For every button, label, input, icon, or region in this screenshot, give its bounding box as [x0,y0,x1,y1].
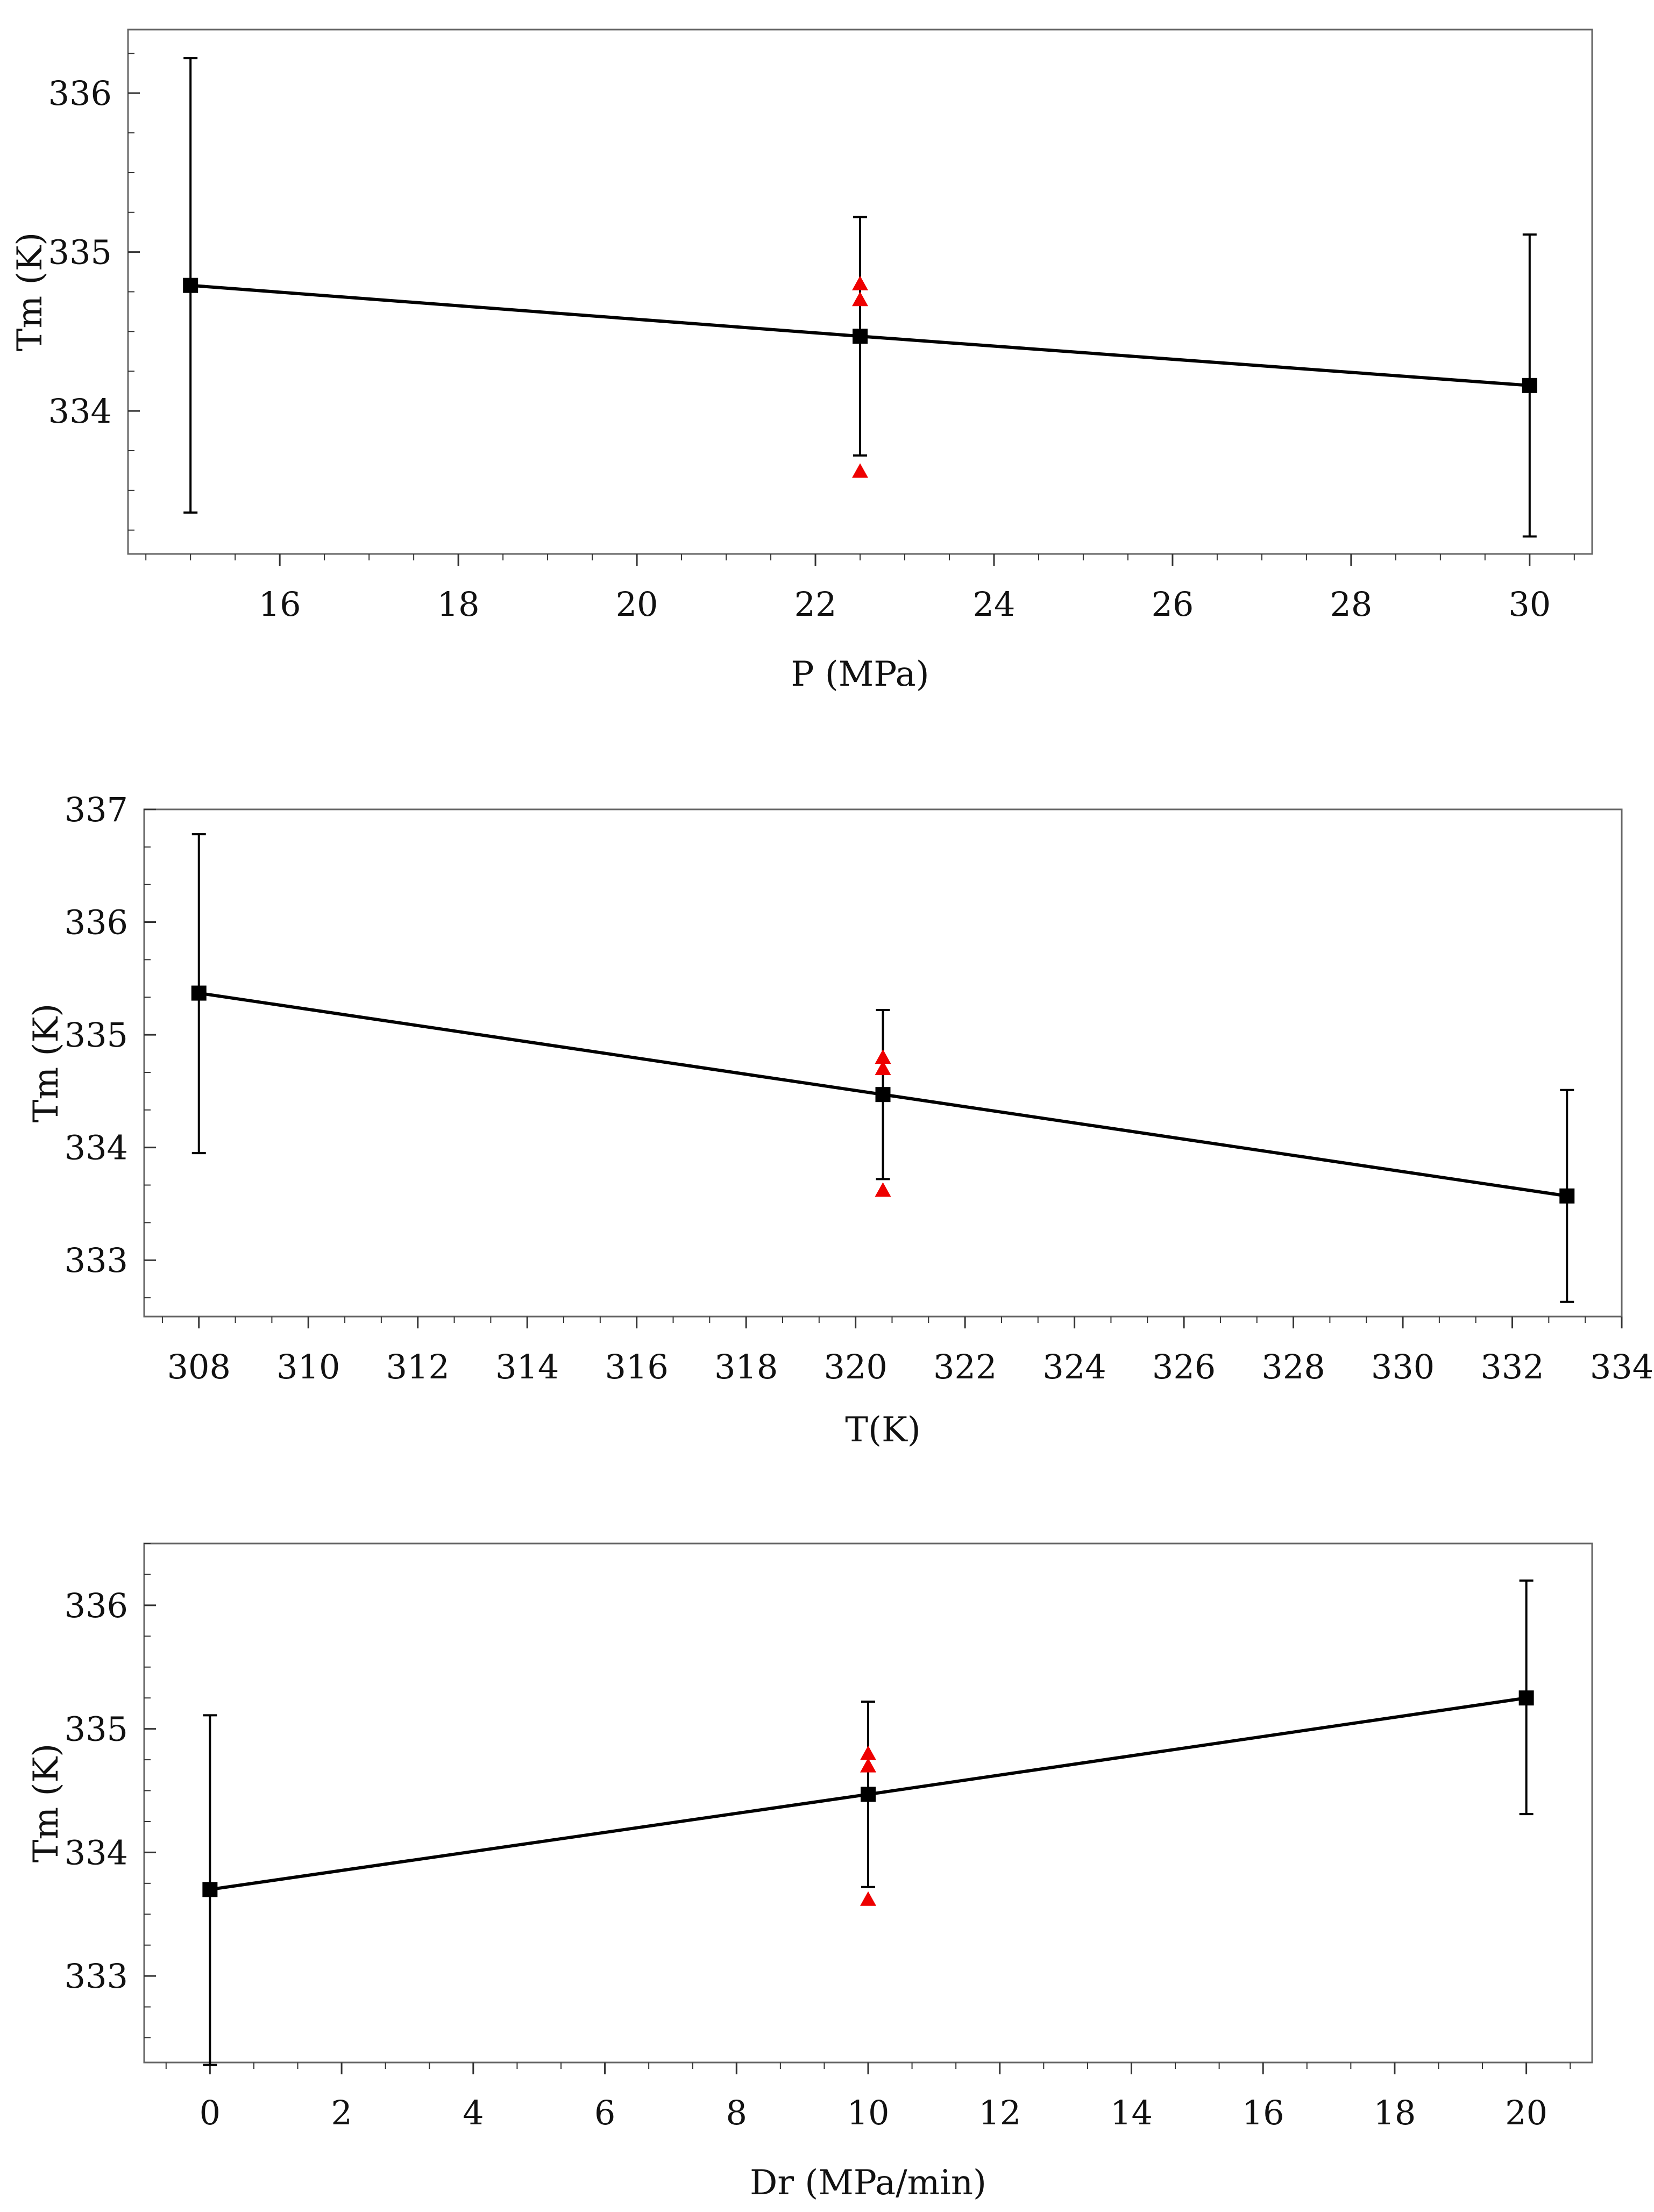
y-axis-title: Tm (K) [26,1744,66,1862]
x-tick-label: 316 [605,1347,668,1386]
y-tick-label: 333 [65,1957,128,1996]
x-tick-label: 10 [847,2093,890,2132]
x-tick-label: 310 [276,1347,340,1386]
y-tick-label: 335 [65,1710,128,1749]
data-point [853,329,868,344]
x-tick-label: 20 [1505,2093,1547,2132]
replicate-point [875,1049,891,1064]
y-tick-label: 336 [65,903,128,942]
replicate-point [852,463,868,478]
x-tick-label: 312 [386,1347,450,1386]
replicate-point [875,1182,891,1197]
x-tick-label: 4 [463,2093,484,2132]
data-point [183,278,198,293]
x-tick-label: 326 [1152,1347,1216,1386]
x-tick-label: 14 [1110,2093,1153,2132]
panel-temperature: 308 310 312 314 316 318 320 322 324 326 328 330 332 3… [26,790,1653,1450]
x-tick-label: 328 [1261,1347,1325,1386]
x-axis-title: T(K) [845,1410,920,1450]
y-tick-label: 336 [48,74,112,113]
x-tick-label: 330 [1371,1347,1435,1386]
data-point [202,1882,218,1897]
y-axis-title: Tm (K) [10,232,50,351]
x-tick-label: 324 [1042,1347,1106,1386]
y-tick-label: 336 [65,1586,128,1625]
x-tick-label: 22 [794,585,837,624]
x-tick-label: 2 [331,2093,352,2132]
x-tick-label: 28 [1330,585,1372,624]
y-tick-label: 335 [65,1015,128,1055]
x-axis-title: P (MPa) [791,655,929,694]
data-point [191,985,207,1001]
y-axis-title: Tm (K) [26,1004,66,1122]
x-tick-label: 30 [1508,585,1551,624]
panel-depressurization-rate: 0 2 4 6 8 10 12 14 16 18 20 333 334 335 336 Dr (MPa/min… [26,1542,1593,2203]
data-point [861,1787,876,1802]
x-tick-label: 18 [437,585,480,624]
x-tick-label: 334 [1590,1347,1653,1386]
data-point [1518,1690,1534,1706]
x-tick-label: 6 [594,2093,615,2132]
panel-pressure: 16 18 20 22 24 26 28 30 334 335 336 P (MPa) Tm (K) [10,29,1593,694]
x-tick-label: 320 [824,1347,887,1386]
plot-frame [143,808,1623,1318]
x-tick-label: 0 [200,2093,221,2132]
x-tick-label: 332 [1480,1347,1544,1386]
x-tick-label: 16 [1242,2093,1284,2132]
replicate-point [852,291,868,307]
replicate-point [860,1758,876,1773]
x-tick-label: 26 [1151,585,1194,624]
y-tick-label: 335 [48,233,112,272]
x-tick-label: 318 [714,1347,778,1386]
x-tick-label: 20 [616,585,658,624]
x-tick-label: 314 [495,1347,559,1386]
replicate-point [860,1891,876,1906]
y-tick-label: 334 [65,1833,128,1872]
y-tick-label: 337 [65,790,128,829]
replicate-point [852,275,868,290]
x-tick-label: 18 [1373,2093,1416,2132]
y-tick-label: 334 [48,392,112,431]
x-tick-label: 8 [726,2093,747,2132]
y-tick-label: 333 [65,1241,128,1280]
x-tick-label: 24 [973,585,1016,624]
data-point [1522,378,1537,393]
y-tick-label: 334 [65,1128,128,1168]
replicate-point [875,1060,891,1075]
x-tick-label: 16 [259,585,301,624]
data-point [875,1087,891,1103]
data-point [1559,1188,1575,1204]
x-tick-label: 12 [978,2093,1021,2132]
x-tick-label: 308 [167,1347,231,1386]
x-tick-label: 322 [933,1347,997,1386]
x-axis-title: Dr (MPa/min) [750,2163,986,2203]
replicate-point [860,1745,876,1760]
